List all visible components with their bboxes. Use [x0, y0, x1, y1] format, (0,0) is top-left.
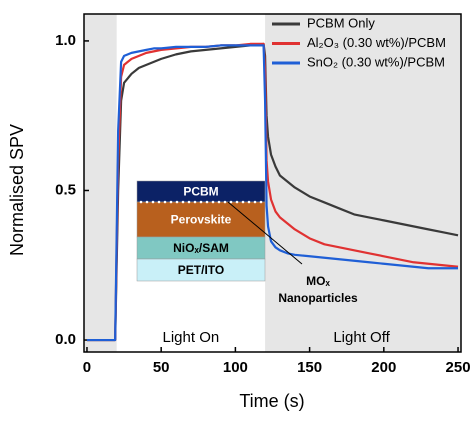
nanoparticle	[199, 200, 203, 204]
plot-frame	[83, 13, 462, 353]
x-tick-label: 150	[297, 359, 322, 376]
annotation: Light On	[163, 329, 220, 346]
nanoparticle	[235, 200, 239, 204]
inset-layer	[136, 258, 266, 282]
x-tick-label: 100	[223, 359, 248, 376]
callout-label: MOₓ	[306, 274, 330, 288]
legend-label: PCBM Only	[307, 15, 375, 30]
nanoparticle	[169, 200, 173, 204]
x-tick-label: 50	[153, 359, 170, 376]
nanoparticle	[181, 200, 185, 204]
inset-layer-label: PET/ITO	[178, 263, 224, 277]
x-axis-label: Time (s)	[239, 391, 304, 411]
nanoparticle	[259, 200, 263, 204]
y-tick-label: 0.0	[55, 331, 76, 348]
x-tick-label: 250	[446, 359, 471, 376]
nanoparticle	[241, 200, 245, 204]
nanoparticle	[193, 200, 197, 204]
nanoparticle	[247, 200, 251, 204]
legend-label: Al₂O₃ (0.30 wt%)/PCBM	[307, 35, 446, 50]
nanoparticle	[229, 200, 233, 204]
x-tick-label: 200	[371, 359, 396, 376]
y-tick-label: 0.5	[55, 181, 76, 198]
callout-line	[227, 201, 303, 265]
callout-label: Nanoparticles	[278, 291, 358, 305]
nanoparticle	[139, 200, 143, 204]
nanoparticle	[205, 200, 209, 204]
nanoparticle	[253, 200, 257, 204]
legend-label: SnO₂ (0.30 wt%)/PCBM	[307, 54, 445, 69]
nanoparticle	[157, 200, 161, 204]
nanoparticle	[175, 200, 179, 204]
nanoparticle	[211, 200, 215, 204]
nanoparticle	[151, 200, 155, 204]
series-line	[86, 44, 459, 342]
y-axis-label: Normalised SPV	[7, 124, 27, 256]
inset-layer-label: PCBM	[183, 185, 218, 199]
nanoparticle	[163, 200, 167, 204]
shaded-region	[265, 14, 461, 352]
inset-layer-label: NiOₓ/SAM	[173, 241, 229, 255]
nanoparticle	[223, 200, 227, 204]
x-tick-label: 0	[83, 359, 91, 376]
annotation: Light Off	[333, 329, 390, 346]
nanoparticle	[145, 200, 149, 204]
y-tick-label: 1.0	[55, 32, 76, 49]
inset-layer-label: Perovskite	[171, 213, 232, 227]
shaded-region	[84, 14, 117, 352]
nanoparticle	[217, 200, 221, 204]
nanoparticle	[187, 200, 191, 204]
series-line	[86, 42, 459, 342]
